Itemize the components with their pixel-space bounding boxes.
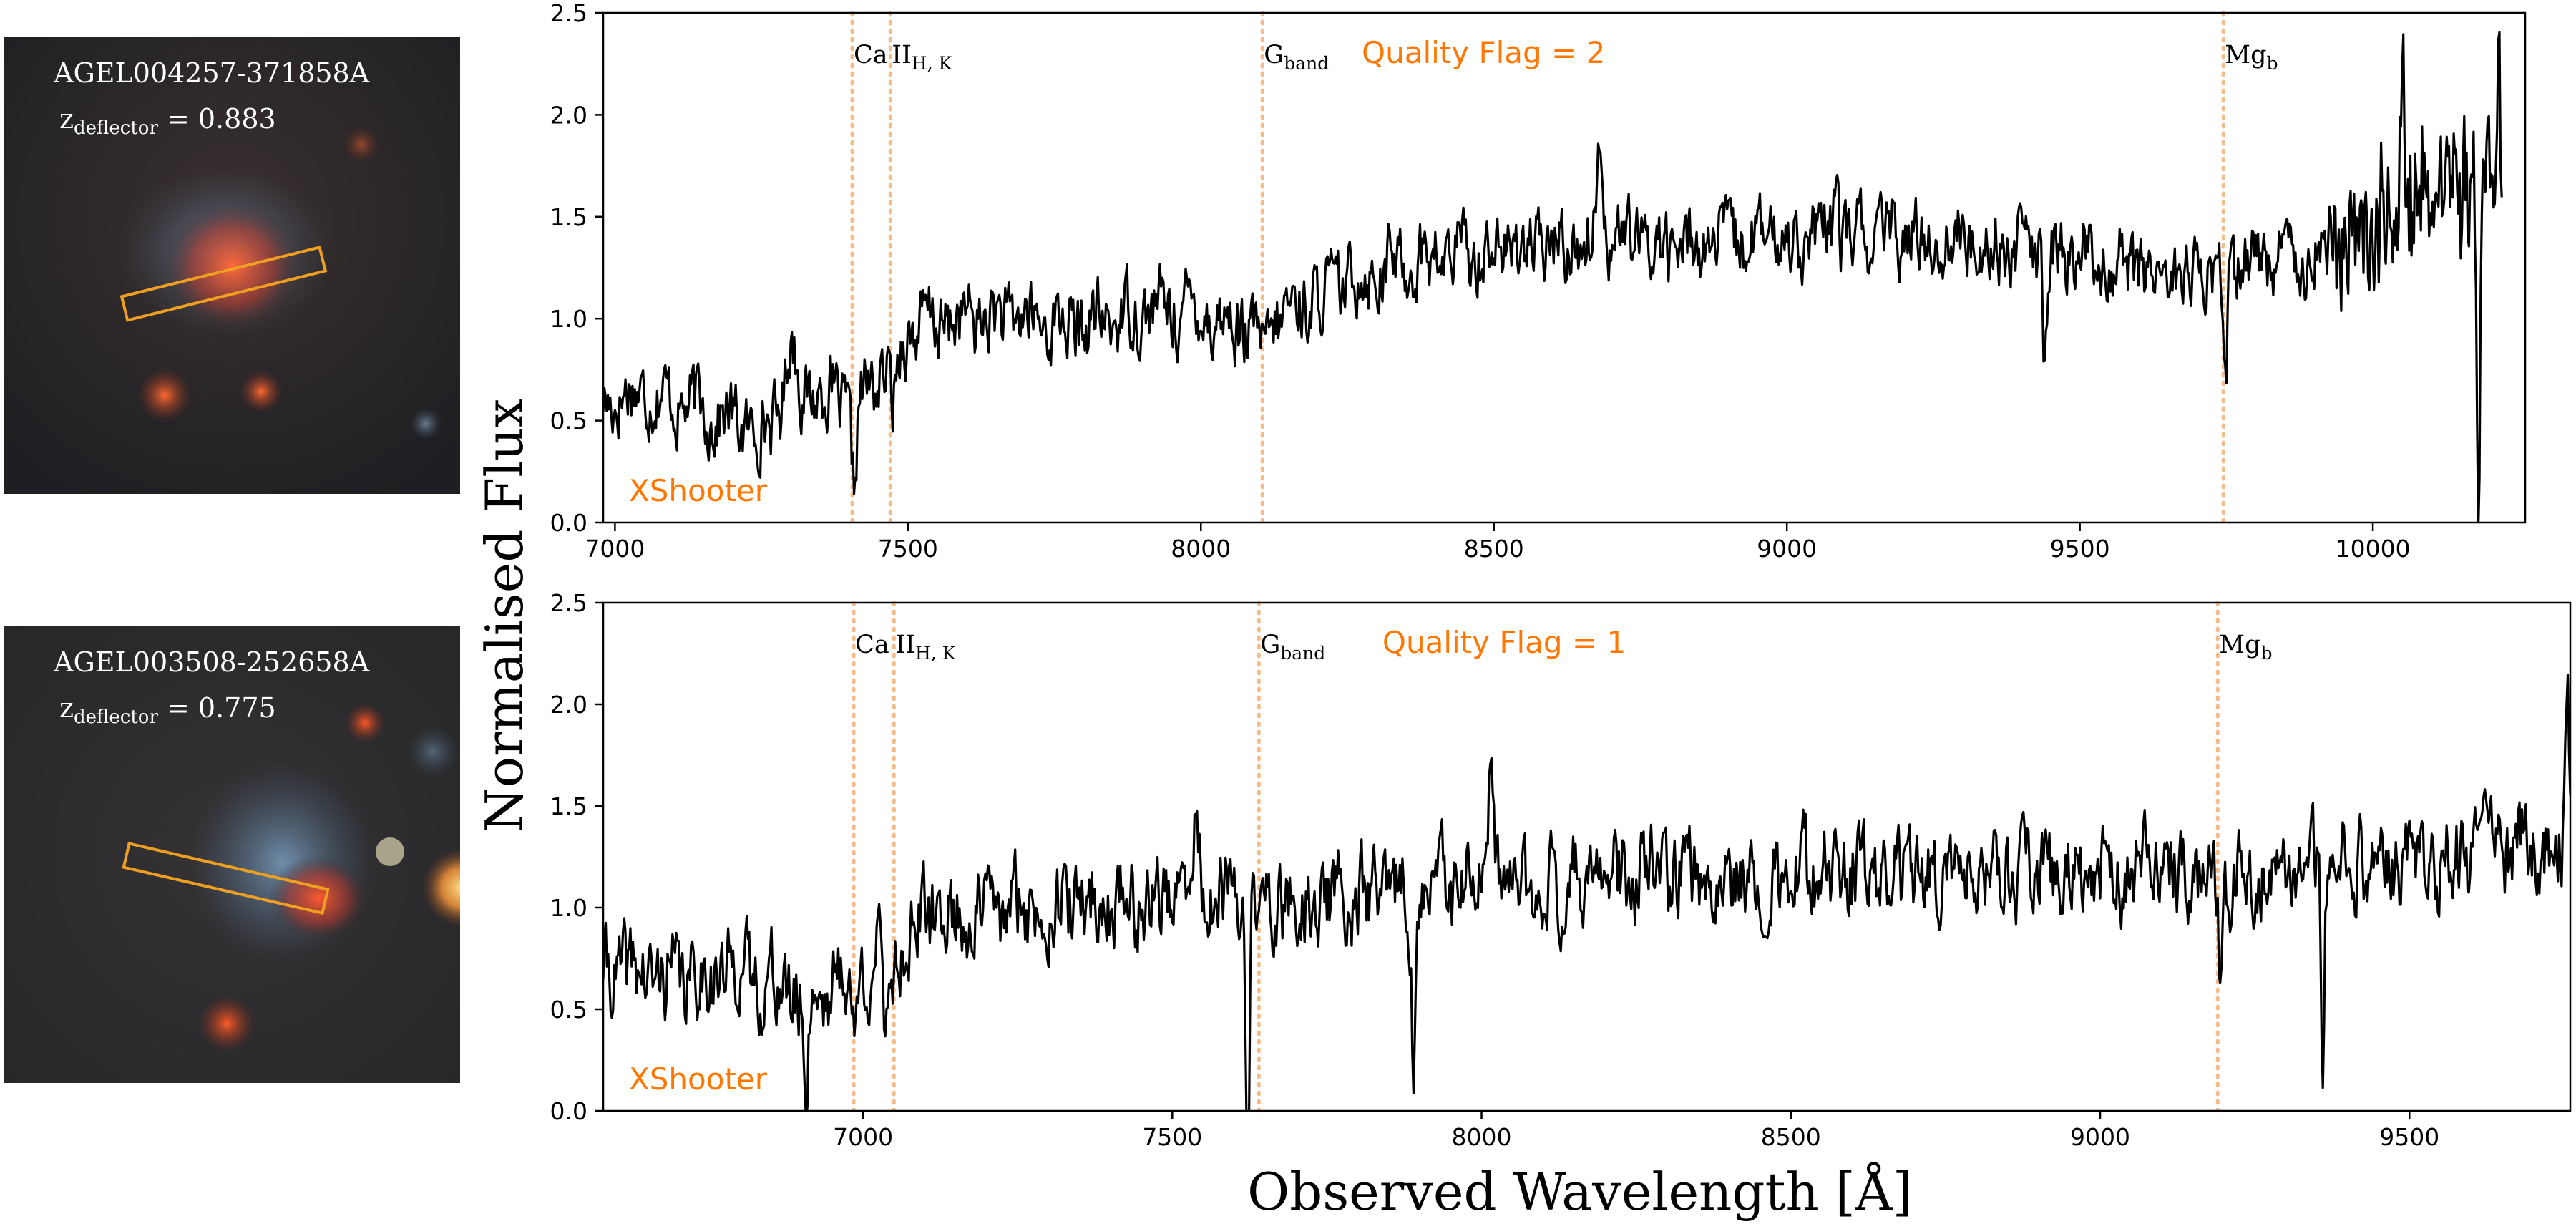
redshift-symbol: z: [59, 692, 74, 724]
spectral-line-label: Gband: [1260, 631, 1325, 664]
y-axis-title: Normalised Flux: [474, 399, 535, 833]
lens-thumbnail-1: AGEL004257-371858A zdeflector = 0.883: [4, 37, 460, 494]
y-tick-label: 1.0: [550, 305, 587, 333]
x-tick-label: 8000: [1171, 535, 1231, 563]
y-tick-label: 2.0: [550, 101, 587, 129]
y-tick-label: 0.0: [550, 1097, 587, 1125]
x-tick-label: 8500: [1464, 535, 1524, 563]
x-axis-title: Observed Wavelength [Å]: [1247, 1161, 1913, 1222]
redshift-value: = 0.775: [157, 692, 276, 724]
redshift-label: zdeflector = 0.883: [59, 103, 276, 139]
spectral-line-label: Mgb: [2219, 631, 2272, 664]
y-tick-label: 1.5: [550, 203, 587, 231]
y-tick-label: 0.0: [550, 509, 587, 537]
x-tick-label: 9000: [2070, 1123, 2130, 1151]
plot-frame: [602, 11, 2527, 524]
x-tick-label: 9000: [1757, 535, 1817, 563]
spectral-line-label: IIH, K: [895, 631, 956, 664]
redshift-symbol: z: [59, 103, 74, 135]
x-tick-label: 7500: [1142, 1123, 1202, 1151]
y-tick-label: 2.5: [550, 589, 587, 617]
spectrum-panel-bottom: 7000 7500 8000 8500 9000 9500 0.0 0.5 1.0 1.5 2.0 2…: [550, 589, 2572, 1151]
y-tick-label: 0.5: [550, 996, 587, 1024]
y-tick-label: 2.0: [550, 691, 587, 719]
redshift-label: zdeflector = 0.775: [59, 692, 276, 728]
x-tick-label: 7000: [833, 1123, 893, 1151]
y-tick-label: 0.5: [550, 407, 587, 435]
x-tick-label: 9500: [2379, 1123, 2439, 1151]
spectrum-panel-top: 7000 7500 8000 8500 9000 9500 10000 0.0 0.5 1.0 1.…: [550, 0, 2527, 563]
lens-id-label: AGEL003508-252658A: [54, 646, 370, 678]
spectrum-line: [603, 674, 2570, 1111]
lens-image-1: [4, 37, 460, 494]
quality-flag-label: Quality Flag = 2: [1362, 35, 1605, 70]
spectral-line-label: Mgb: [2225, 41, 2278, 74]
x-tick-label: 9500: [2050, 535, 2110, 563]
spectrum-line: [603, 31, 2503, 523]
y-tick-label: 1.5: [550, 792, 587, 820]
plot-frame: [602, 601, 2572, 1112]
instrument-label: XShooter: [629, 1062, 768, 1097]
x-tick-label: 8000: [1452, 1123, 1512, 1151]
spectral-line-label: Gband: [1264, 41, 1329, 74]
y-tick-label: 1.0: [550, 894, 587, 922]
x-tick-label: 7500: [878, 535, 938, 563]
spectral-line-label: Ca: [854, 41, 888, 69]
x-tick-label: 7000: [585, 535, 645, 563]
x-tick-label: 8500: [1761, 1123, 1821, 1151]
quality-flag-label: Quality Flag = 1: [1382, 625, 1626, 660]
redshift-subscript: deflector: [74, 706, 158, 728]
redshift-subscript: deflector: [74, 117, 158, 139]
spectral-line-label: IIH, K: [892, 41, 952, 74]
lens-id-label: AGEL004257-371858A: [54, 57, 370, 89]
x-tick-label: 10000: [2336, 535, 2411, 563]
y-tick-label: 2.5: [550, 0, 587, 27]
redshift-value: = 0.883: [157, 103, 276, 135]
spectral-line-label: Ca: [855, 631, 889, 659]
instrument-label: XShooter: [629, 473, 768, 508]
